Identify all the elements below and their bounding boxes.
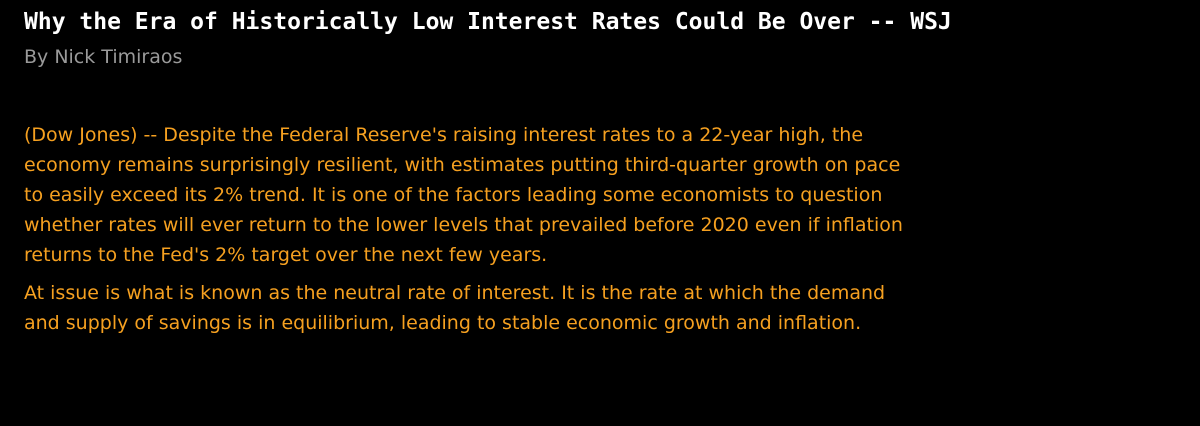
news-article: Why the Era of Historically Low Interest… bbox=[24, 6, 1184, 346]
article-byline: By Nick Timiraos bbox=[24, 46, 183, 68]
article-body: (Dow Jones) -- Despite the Federal Reser… bbox=[24, 120, 914, 338]
article-paragraph-1: (Dow Jones) -- Despite the Federal Reser… bbox=[24, 124, 903, 266]
article-paragraph-2: At issue is what is known as the neutral… bbox=[24, 282, 886, 334]
article-headline: Why the Era of Historically Low Interest… bbox=[24, 9, 952, 35]
